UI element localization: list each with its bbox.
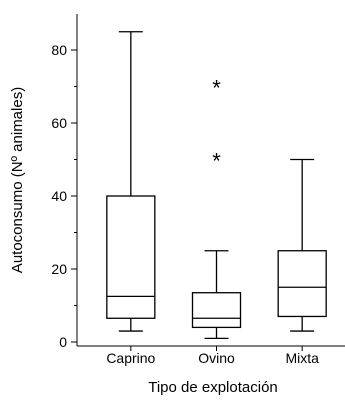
box-ovino: ** — [191, 76, 242, 340]
box-caprino — [106, 31, 156, 332]
outlier-marker: * — [212, 76, 221, 101]
axes — [76, 14, 345, 347]
y-ticks: 0 20 40 60 80 — [51, 42, 77, 350]
x-tick-label: Caprino — [106, 350, 155, 366]
x-tick-label: Ovino — [198, 350, 235, 366]
x-ticks: Caprino Ovino Mixta — [106, 346, 319, 366]
y-tick-label: 20 — [51, 261, 67, 277]
x-axis-label: Tipo de explotación — [148, 379, 278, 396]
boxes: ** — [106, 31, 327, 340]
x-tick-label: Mixta — [285, 350, 319, 366]
y-axis-label: Autoconsumo (Nº animales) — [9, 87, 26, 273]
y-tick-label: 80 — [51, 42, 67, 58]
box-iqr — [277, 250, 327, 318]
y-tick-label: 60 — [51, 115, 67, 131]
box-iqr — [191, 292, 242, 329]
box-mixta — [277, 158, 327, 332]
outlier-marker: * — [212, 149, 221, 174]
box-iqr — [106, 195, 156, 319]
y-tick-label: 40 — [51, 188, 67, 204]
y-tick-label: 0 — [59, 334, 67, 350]
